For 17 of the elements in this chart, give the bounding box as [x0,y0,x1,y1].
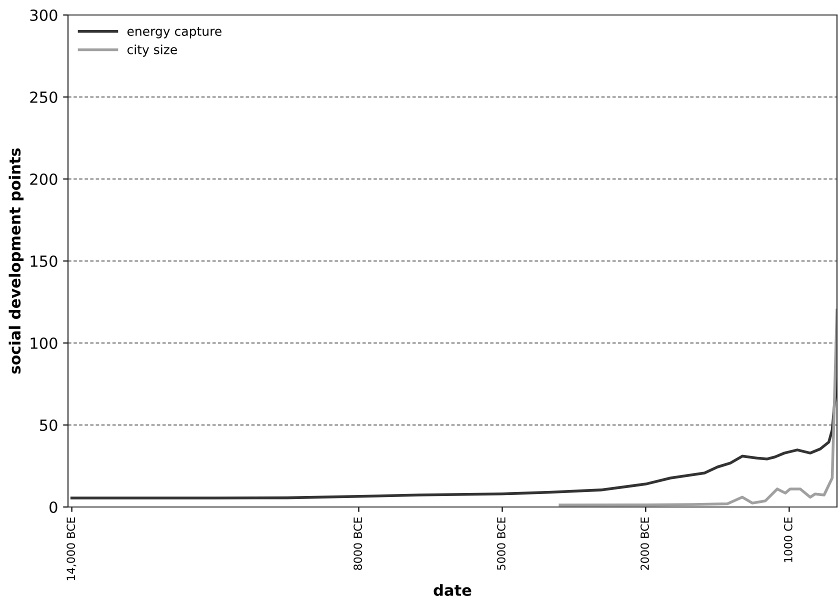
y-tick-label: 100 [30,337,58,350]
x-tick-label: 5000 BCE [497,517,506,570]
legend-label: city size [127,44,177,57]
legend-label: energy capture [127,26,222,38]
y-tick-label: 50 [40,419,58,432]
x-tick-label: 8000 BCE [354,517,362,570]
y-tick-label: 200 [30,173,58,186]
x-axis-title: date [434,584,472,596]
y-tick-label: 150 [30,255,58,268]
y-axis-title: social development points [8,148,24,374]
y-tick-label: 300 [30,9,58,22]
y-tick-label: 0 [50,501,58,514]
x-tick-label: 14,000 BCE [66,517,76,580]
line-series [558,308,837,506]
x-tick-label: 2000 BCE [640,517,649,570]
x-tick-label: 1000 CE [784,517,792,562]
y-tick-label: 250 [30,91,58,104]
